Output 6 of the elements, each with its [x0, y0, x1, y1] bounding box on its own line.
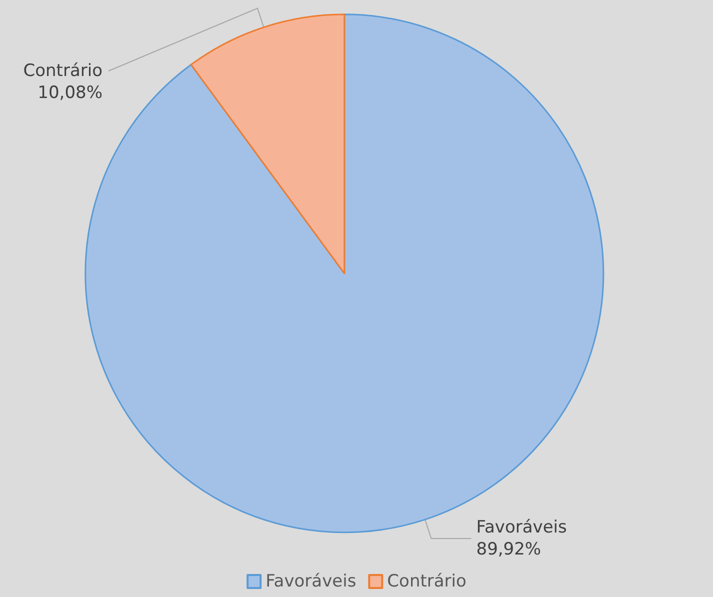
- data-label: 10,08%: [38, 83, 102, 103]
- slice-label: Favoráveis: [476, 518, 568, 538]
- legend-label: Contrário: [387, 572, 466, 592]
- legend-label: Favoráveis: [266, 572, 356, 592]
- slice-label: Contrário: [23, 61, 102, 81]
- data-label: 89,92%: [476, 540, 542, 560]
